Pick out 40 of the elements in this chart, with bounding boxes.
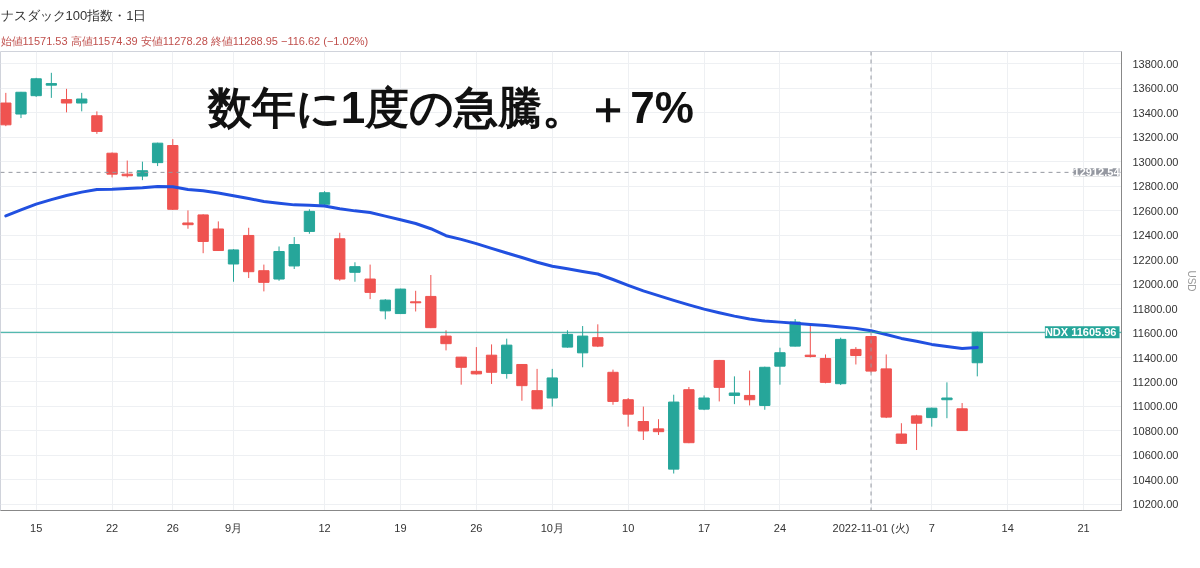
y-tick-label: 13400.00 xyxy=(1132,106,1179,119)
ref-line-label: NDX 11605.96 xyxy=(1044,326,1117,339)
y-tick-label: 11400.00 xyxy=(1132,351,1178,364)
text: 数年に1度の急騰。＋7% xyxy=(206,82,694,132)
y-tick-label: 11600.00 xyxy=(1132,327,1178,340)
x-tick-label: 14 xyxy=(1001,521,1014,534)
x-tick-label: 7 xyxy=(928,521,935,534)
y-tick-label: 10600.00 xyxy=(1132,449,1179,462)
y-tick-label: 11000.00 xyxy=(1132,400,1178,413)
x-tick-label: 26 xyxy=(470,521,483,534)
x-tick-label: 22 xyxy=(105,521,119,534)
y-tick-label: 12200.00 xyxy=(1132,253,1179,266)
y-tick-label: 12800.00 xyxy=(1132,180,1179,193)
x-tick-label: 15 xyxy=(30,521,43,534)
y-tick-label: 10800.00 xyxy=(1132,424,1179,437)
x-tick-label: 24 xyxy=(773,521,787,534)
y-tick-label: 10200.00 xyxy=(1132,498,1179,511)
y-tick-label: 13800.00 xyxy=(1132,57,1179,70)
y-tick-label: 12600.00 xyxy=(1132,204,1179,217)
x-tick-label: 9月 xyxy=(224,521,243,534)
x-tick-label: 12 xyxy=(318,521,331,534)
x-tick-label: 10 xyxy=(622,521,635,534)
x-tick-label: 17 xyxy=(697,521,711,534)
y-tick-label: 12400.00 xyxy=(1132,229,1179,242)
x-tick-label: 10月 xyxy=(540,521,564,534)
y-tick-label: 10400.00 xyxy=(1132,473,1179,486)
text: 始値11571.53 高値11574.39 安値11278.28 終値11288.95 −116.62 (−1.02%) xyxy=(0,34,369,47)
y-tick-label: 11800.00 xyxy=(1132,302,1178,315)
y-tick-label: 13000.00 xyxy=(1132,155,1179,168)
y-axis-title: USD xyxy=(1186,270,1198,292)
x-tick-label: 26 xyxy=(166,521,179,534)
x-tick-label: 21 xyxy=(1077,521,1090,534)
ref-line-label: 12912.54 xyxy=(1073,166,1121,179)
chart-subtitle: ナスダック100指数・1日 xyxy=(0,7,147,23)
y-tick-label: 11200.00 xyxy=(1132,375,1178,388)
y-tick-label: 12000.00 xyxy=(1132,278,1179,291)
y-tick-label: 13600.00 xyxy=(1132,82,1179,95)
y-tick-label: 13200.00 xyxy=(1132,131,1179,144)
x-tick-label: 2022-11-01 (火) xyxy=(832,521,910,534)
x-tick-label: 19 xyxy=(394,521,407,534)
